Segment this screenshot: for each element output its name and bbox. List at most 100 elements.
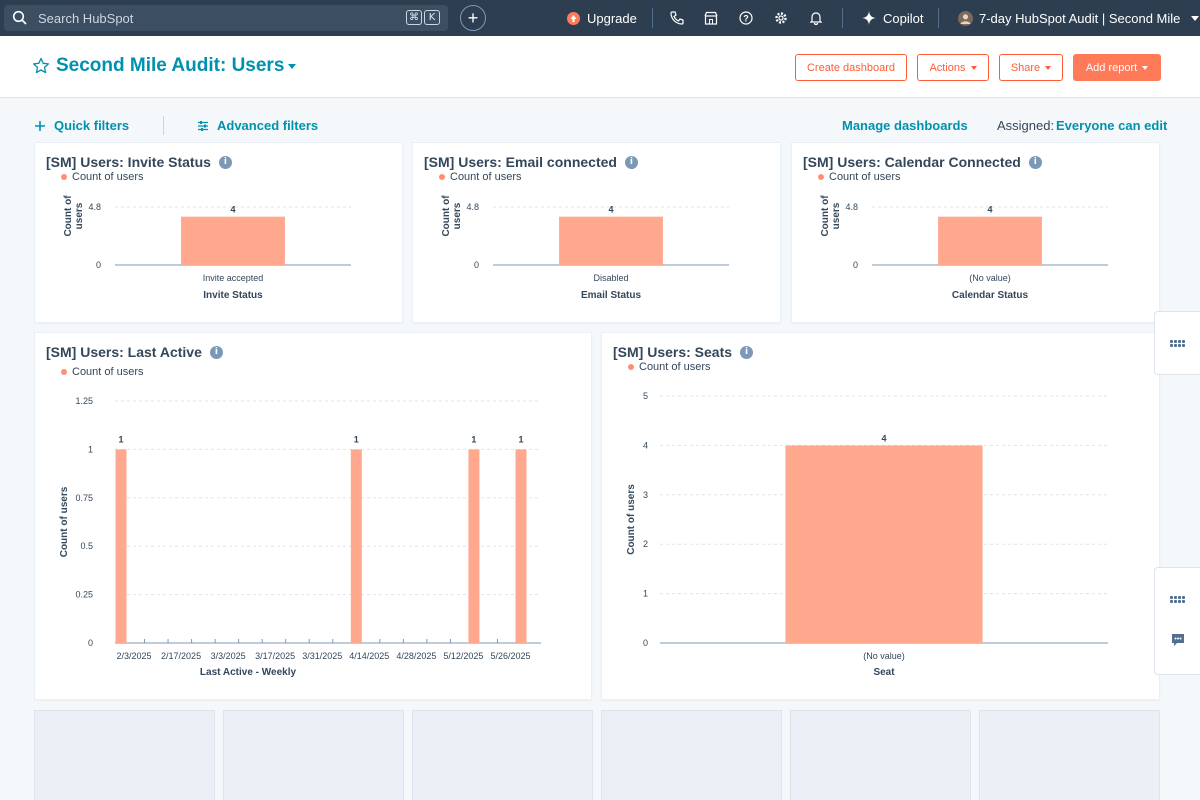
favorite-star-icon[interactable]	[32, 57, 50, 75]
svg-text:?: ?	[743, 14, 749, 24]
command-key: ⌘	[406, 10, 422, 25]
report-card-invite-status[interactable]: [SM] Users: Invite Status i Count of user…	[34, 142, 403, 323]
y-tick-label: 4	[643, 440, 648, 450]
actions-button[interactable]: Actions	[917, 54, 989, 81]
y-axis-label: Count ofusers	[63, 195, 85, 237]
filter-divider	[163, 116, 164, 135]
sidebar-apps-tab[interactable]	[1154, 311, 1200, 375]
search-icon	[12, 10, 27, 25]
x-tick-label: (No value)	[969, 273, 1011, 283]
notifications-bell-icon[interactable]	[808, 10, 824, 26]
report-chart: 0 0.25 0.5 0.75 1 1.25 Count of users Last Acti…	[59, 396, 541, 678]
account-caret-icon	[1191, 15, 1200, 21]
phone-icon[interactable]	[669, 10, 685, 26]
chat-icon[interactable]	[1171, 633, 1185, 647]
loading-card	[790, 710, 971, 800]
nav-divider	[652, 8, 653, 28]
report-title[interactable]: [SM] Users: Seats	[613, 344, 733, 360]
x-tick-label: Invite accepted	[203, 273, 264, 283]
top-navigation: Search HubSpot ⌘ K + Upgrade ? Copilot 7…	[0, 0, 1200, 36]
account-avatar-icon	[958, 10, 973, 26]
x-tick-label: 3/3/2025	[211, 651, 246, 661]
copilot-button[interactable]: Copilot	[862, 0, 923, 36]
create-dashboard-button[interactable]: Create dashboard	[795, 54, 907, 81]
y-axis-label: Count of users	[59, 486, 70, 557]
copilot-label: Copilot	[883, 10, 924, 26]
account-label: 7-day HubSpot Audit | Second Mile	[979, 10, 1181, 26]
legend-dot-icon	[61, 174, 67, 180]
x-tick-label: 2/17/2025	[161, 651, 201, 661]
account-menu[interactable]: 7-day HubSpot Audit | Second Mile	[958, 0, 1200, 36]
k-key: K	[424, 10, 440, 25]
upgrade-link[interactable]: Upgrade	[567, 0, 637, 36]
x-tick-label: 3/17/2025	[255, 651, 295, 661]
x-tick-label: 2/3/2025	[116, 651, 151, 661]
y-tick-label: 0.5	[80, 541, 93, 551]
legend-label: Count of users	[72, 171, 144, 183]
search-bar[interactable]: Search HubSpot ⌘ K	[4, 5, 448, 31]
loading-card	[601, 710, 782, 800]
report-card-email-connected[interactable]: [SM] Users: Email connected i Count of us…	[412, 142, 781, 323]
quick-filters-button[interactable]: Quick filters	[34, 118, 129, 133]
add-report-button[interactable]: Add report	[1073, 54, 1161, 81]
share-button[interactable]: Share	[999, 54, 1063, 81]
report-card-seats[interactable]: [SM] Users: Seats i Count of users 0 1 2 3 4 5…	[601, 332, 1160, 700]
report-title[interactable]: [SM] Users: Last Active	[46, 344, 202, 360]
y-tick-label: 1	[643, 589, 648, 599]
report-card-last-active[interactable]: [SM] Users: Last Active i Count of users …	[34, 332, 592, 700]
create-new-button[interactable]: +	[460, 5, 486, 31]
report-chart: 0 1 2 3 4 5 Count of users Seat 4 (No value)	[626, 391, 1108, 678]
y-tick-label: 3	[643, 490, 648, 500]
assigned-value-link[interactable]: Everyone can edit	[1056, 118, 1167, 133]
data-label: 1	[354, 434, 359, 444]
info-icon[interactable]: i	[624, 155, 638, 169]
loading-card	[412, 710, 593, 800]
nav-divider	[842, 8, 843, 28]
data-label: 1	[118, 434, 123, 444]
y-tick-label: 2	[643, 539, 648, 549]
dashboard-switcher-caret-icon[interactable]	[288, 63, 297, 69]
dashboard-title[interactable]: Second Mile Audit: Users	[56, 55, 285, 76]
legend-dot-icon	[628, 364, 634, 370]
report-title[interactable]: [SM] Users: Email connected	[424, 154, 617, 170]
y-tick-label: 0.75	[75, 493, 93, 503]
dashboard-header: Second Mile Audit: Users Create dashboar…	[0, 36, 1200, 98]
info-icon[interactable]: i	[740, 345, 754, 359]
help-icon[interactable]: ?	[738, 10, 754, 26]
bar	[515, 449, 527, 643]
upgrade-label: Upgrade	[587, 10, 637, 26]
info-icon[interactable]: i	[218, 155, 232, 169]
advanced-filters-button[interactable]: Advanced filters	[197, 118, 318, 133]
add-report-label: Add report	[1085, 61, 1138, 74]
x-tick-label: 4/28/2025	[396, 651, 436, 661]
y-tick-label: 1	[88, 444, 93, 454]
manage-dashboards-link[interactable]: Manage dashboards	[842, 118, 968, 133]
report-title[interactable]: [SM] Users: Calendar Connected	[803, 154, 1021, 170]
x-axis-label: Invite Status	[203, 290, 263, 301]
y-tick-label: 4.8	[88, 202, 101, 212]
y-tick-label: 0	[88, 638, 93, 648]
data-label: 4	[230, 205, 235, 215]
y-tick-label: 5	[643, 391, 648, 401]
sidebar-tools-tab[interactable]	[1154, 567, 1200, 675]
info-icon[interactable]: i	[1028, 155, 1042, 169]
bar	[350, 449, 362, 643]
loading-card	[979, 710, 1160, 800]
report-card-calendar-connected[interactable]: [SM] Users: Calendar Connected i Count of…	[791, 142, 1160, 323]
manage-dashboards-label: Manage dashboards	[842, 118, 968, 133]
y-axis-label: Count ofusers	[820, 195, 842, 237]
advanced-filters-label: Advanced filters	[217, 118, 319, 133]
settings-gear-icon[interactable]	[773, 10, 789, 26]
x-axis-label: Email Status	[581, 290, 641, 301]
x-tick-label: 3/31/2025	[302, 651, 342, 661]
apps-grid-icon[interactable]	[1170, 595, 1185, 603]
report-title[interactable]: [SM] Users: Invite Status	[46, 154, 211, 170]
y-tick-label: 0	[474, 260, 479, 270]
loading-card	[223, 710, 404, 800]
marketplace-icon[interactable]	[703, 10, 719, 26]
filter-sliders-icon	[198, 120, 208, 131]
info-icon[interactable]: i	[209, 345, 223, 359]
share-caret-icon	[1045, 65, 1052, 70]
